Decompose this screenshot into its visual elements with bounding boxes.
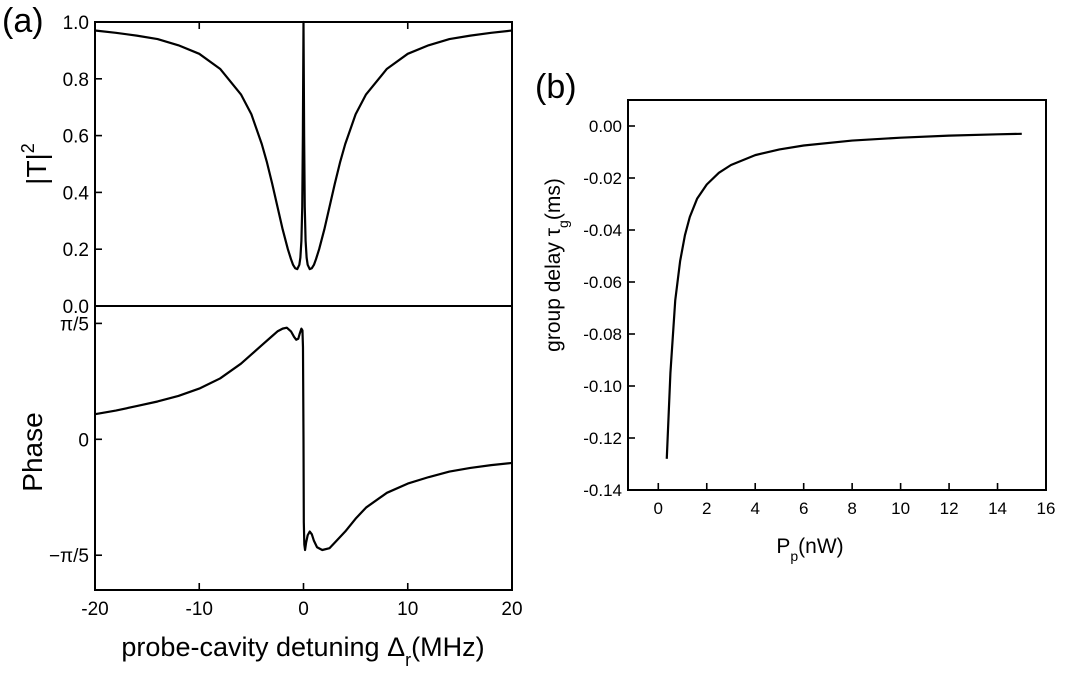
panel-b-group-delay-curve [665, 132, 1022, 459]
panel-a-bottom-ytick-label-1: 0 [78, 430, 89, 451]
panel-a-transmission-curve [94, 20, 513, 271]
panel-b-xtick-label-7: 14 [988, 499, 1007, 518]
panel-a-bottom-yticks: π/5 0 −π/5 [49, 314, 102, 567]
panel-a-top-ytick-label-0: 0.0 [63, 297, 89, 318]
panel-b-xtick-label-1: 2 [702, 499, 711, 518]
panel-b-ytick-label-2: -0.04 [583, 221, 622, 240]
panel-b-ylabel: group delay τg(ms) [542, 178, 571, 352]
panel-a-bottom-ytick-label-0: π/5 [60, 314, 89, 335]
panel-b-xtick-label-6: 12 [940, 499, 959, 518]
panel-b-xlabel: Pp(nW) [776, 535, 843, 564]
panel-a: (a) 0.0 0.2 0.4 0.6 0.8 1.0 |T|2 π/5 0 −π/5 Pha… [2, 2, 523, 670]
panel-a-xtick-label-1: -10 [186, 599, 213, 620]
panel-a-top-ytick-label-5: 1.0 [63, 13, 89, 34]
panel-a-xticks: -20 -10 0 10 20 [81, 22, 523, 620]
panel-b-ytick-label-7: -0.14 [583, 481, 622, 500]
panel-a-top-ytick-label-2: 0.4 [63, 183, 90, 204]
panel-a-top-ytick-label-3: 0.6 [63, 127, 89, 148]
panel-a-top-ylabel: |T|2 [18, 143, 52, 185]
panel-b-ticks: 0 2 4 6 8 10 12 14 16 0.00 -0.02 -0.04 -0.06 -0.08 -0.… [583, 117, 1055, 518]
panel-a-xtick-label-2: 0 [298, 599, 309, 620]
panel-a-top-ytick-label-4: 0.8 [63, 70, 89, 91]
panel-a-xtick-label-3: 10 [397, 599, 418, 620]
panel-b-xtick-label-2: 4 [750, 499, 759, 518]
panel-a-xlabel: probe-cavity detuning Δr(MHz) [121, 632, 484, 670]
panel-a-xtick-label-4: 20 [501, 599, 522, 620]
panel-b-ytick-label-1: -0.02 [583, 169, 622, 188]
panel-b-ytick-label-0: 0.00 [589, 117, 622, 136]
panel-a-top-plot: 0.0 0.2 0.4 0.6 0.8 1.0 |T|2 [18, 13, 513, 318]
panel-a-top-yticks: 0.0 0.2 0.4 0.6 0.8 1.0 [63, 13, 102, 318]
panel-b-ytick-label-4: -0.08 [583, 325, 622, 344]
panel-b-label: (b) [535, 68, 577, 106]
panel-b-frame [627, 99, 1047, 491]
panel-b: (b) 0 2 4 6 8 10 12 14 16 0.00 -0.02 -0.04 -0.06 -0.0… [535, 68, 1055, 564]
panel-b-xtick-label-4: 8 [847, 499, 856, 518]
panel-b-xtick-label-5: 10 [891, 499, 910, 518]
panel-a-xtick-label-0: -20 [81, 599, 108, 620]
panel-b-xtick-label-3: 6 [799, 499, 808, 518]
panel-b-xtick-label-8: 16 [1037, 499, 1056, 518]
panel-b-ytick-label-6: -0.12 [583, 429, 622, 448]
panel-a-bottom-ylabel: Phase [17, 412, 48, 491]
panel-a-bottom-ytick-label-2: −π/5 [49, 546, 89, 567]
panel-b-xtick-label-0: 0 [654, 499, 663, 518]
panel-b-ytick-label-3: -0.06 [583, 273, 622, 292]
panel-a-label: (a) [2, 2, 44, 40]
panel-a-phase-curve [94, 326, 513, 552]
panel-b-ytick-label-5: -0.10 [583, 377, 622, 396]
panel-a-top-ytick-label-1: 0.2 [63, 240, 89, 261]
panel-a-bottom-plot: π/5 0 −π/5 Phase [17, 305, 513, 591]
